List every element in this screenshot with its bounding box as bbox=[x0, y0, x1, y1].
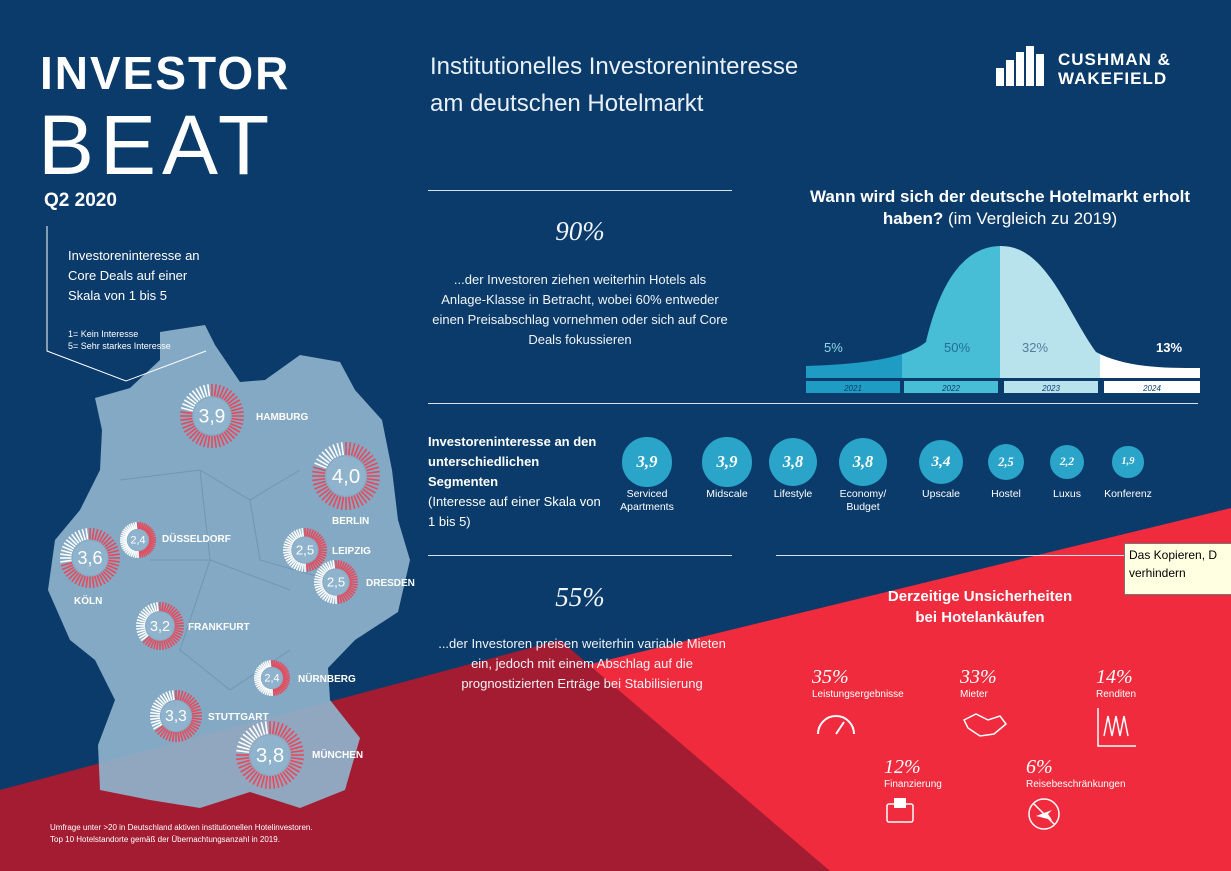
city-name: BERLIN bbox=[332, 516, 369, 527]
year-2021: 2021 bbox=[843, 384, 862, 393]
title-beat: BEAT bbox=[38, 98, 276, 192]
quarter-label: Q2 2020 bbox=[44, 190, 117, 211]
city-value: 3,2 bbox=[150, 619, 170, 635]
uncertainties-title: Derzeitige Unsicherheiten bei Hotelankäu… bbox=[887, 588, 1073, 626]
segment-value: 1,9 bbox=[1112, 446, 1144, 478]
city-marker: 4,0 BERLIN bbox=[312, 442, 380, 527]
city-value: 2,5 bbox=[296, 542, 314, 557]
stat1-percent: 90% bbox=[555, 216, 605, 246]
handshake-icon bbox=[962, 713, 1008, 737]
segment-value: 3,9 bbox=[622, 437, 672, 487]
city-value: 3,9 bbox=[199, 406, 226, 427]
segment-value: 3,8 bbox=[768, 437, 818, 487]
year-2022: 2022 bbox=[941, 384, 960, 393]
city-name: NÜRNBERG bbox=[298, 672, 356, 685]
city-name: STUTTGART bbox=[208, 712, 269, 723]
map-legend-scale: 1= Kein Interesse 5= Sehr starkes Intere… bbox=[68, 329, 171, 351]
city-value: 2,4 bbox=[130, 535, 145, 547]
no-plane-icon bbox=[1028, 798, 1060, 830]
segment-label: Lifestyle bbox=[773, 488, 813, 500]
band-pct-2023: 32% bbox=[1022, 340, 1048, 355]
city-name: KÖLN bbox=[74, 594, 102, 607]
year-2024: 2024 bbox=[1142, 384, 1161, 393]
segment-label: Hostel bbox=[991, 488, 1021, 500]
city-name: FRANKFURT bbox=[188, 622, 250, 633]
city-value: 2,4 bbox=[264, 673, 279, 685]
title-investor: INVESTOR bbox=[40, 47, 291, 99]
divider bbox=[428, 190, 732, 191]
city-marker: 2,5 DRESDEN bbox=[314, 560, 415, 604]
copy-protection-tooltip: Das Kopieren, D verhindern bbox=[1124, 543, 1231, 595]
germany-map bbox=[48, 325, 410, 808]
band-pct-2022: 50% bbox=[944, 340, 970, 355]
segment-label: Luxus bbox=[1052, 488, 1082, 500]
footnote: Umfrage unter >20 in Deutschland aktiven… bbox=[50, 823, 313, 844]
city-marker: 3,8 MÜNCHEN bbox=[236, 721, 363, 789]
city-value: 3,8 bbox=[256, 745, 284, 767]
segment-value: 2,5 bbox=[987, 443, 1025, 481]
segment-value: 2,2 bbox=[1050, 445, 1084, 479]
segment-label: Konferenz bbox=[1104, 488, 1152, 500]
segment-value: 3,4 bbox=[918, 439, 964, 485]
segment-value: 3,9 bbox=[702, 437, 752, 487]
headline: Institutionelles Investoreninteresse am … bbox=[430, 53, 799, 117]
uncertainty-travel: 6% Reisebeschränkungen bbox=[1026, 756, 1126, 837]
city-value: 3,3 bbox=[165, 708, 187, 725]
cushman-logo-icon bbox=[996, 46, 1044, 86]
divider bbox=[776, 555, 1124, 556]
uncertainty-performance: 35% Leistungsergebnisse bbox=[812, 666, 904, 743]
city-value: 4,0 bbox=[332, 466, 360, 488]
recovery-curve-chart: 5% 50% 32% 13% 2021 2022 2023 2024 bbox=[806, 246, 1200, 393]
logo-text: CUSHMAN & WAKEFIELD bbox=[1058, 50, 1171, 88]
map-legend-text: Investoreninteresse an Core Deals auf ei… bbox=[68, 248, 200, 303]
recovery-question: Wann wird sich der deutsche Hotelmarkt e… bbox=[809, 187, 1191, 228]
city-marker: 3,6 KÖLN bbox=[60, 528, 120, 607]
city-marker: 3,2 FRANKFURT bbox=[136, 602, 250, 650]
city-marker: 3,3 STUTTGART bbox=[150, 690, 269, 742]
uncertainty-tenants: 33% Mieter bbox=[960, 666, 1010, 745]
segment-value: 3,8 bbox=[838, 437, 888, 487]
city-name: MÜNCHEN bbox=[312, 748, 363, 761]
legend-frame bbox=[46, 226, 207, 382]
city-value: 3,6 bbox=[77, 548, 102, 568]
uncertainty-financing: 12% Finanzierung bbox=[884, 756, 942, 831]
year-2023: 2023 bbox=[1041, 384, 1060, 393]
band-pct-2024: 13% bbox=[1156, 340, 1182, 355]
segment-label: Serviced Apartments bbox=[620, 488, 674, 513]
city-name: LEIPZIG bbox=[332, 546, 371, 557]
city-marker: 3,9 HAMBURG bbox=[180, 384, 308, 448]
city-value: 2,5 bbox=[327, 574, 345, 589]
chart-icon bbox=[1097, 708, 1136, 747]
city-name: DRESDEN bbox=[366, 578, 415, 589]
segments-title: Investoreninteresse an den unterschiedli… bbox=[428, 434, 601, 529]
stat2-percent: 55% bbox=[555, 582, 605, 612]
gauge-icon bbox=[817, 715, 855, 735]
divider bbox=[428, 555, 732, 556]
wallet-icon bbox=[886, 798, 914, 823]
city-name: HAMBURG bbox=[256, 412, 308, 423]
city-marker: 2,4 NÜRNBERG bbox=[254, 660, 356, 696]
city-name: DÜSSELDORF bbox=[162, 532, 231, 545]
stat2-text: ...der Investoren preisen weiterhin vari… bbox=[438, 636, 726, 691]
uncertainty-yields: 14% Renditen bbox=[1096, 666, 1136, 753]
stat1-text: ...der Investoren ziehen weiterhin Hotel… bbox=[432, 272, 728, 347]
band-pct-2021: 5% bbox=[824, 340, 843, 355]
divider bbox=[428, 403, 1198, 404]
city-marker: 2,5 LEIPZIG bbox=[283, 528, 371, 572]
segment-label: Upscale bbox=[922, 488, 960, 500]
city-marker: 2,4 DÜSSELDORF bbox=[120, 522, 231, 558]
segment-label: Midscale bbox=[706, 488, 748, 500]
segment-label: Economy/ Budget bbox=[839, 488, 887, 513]
